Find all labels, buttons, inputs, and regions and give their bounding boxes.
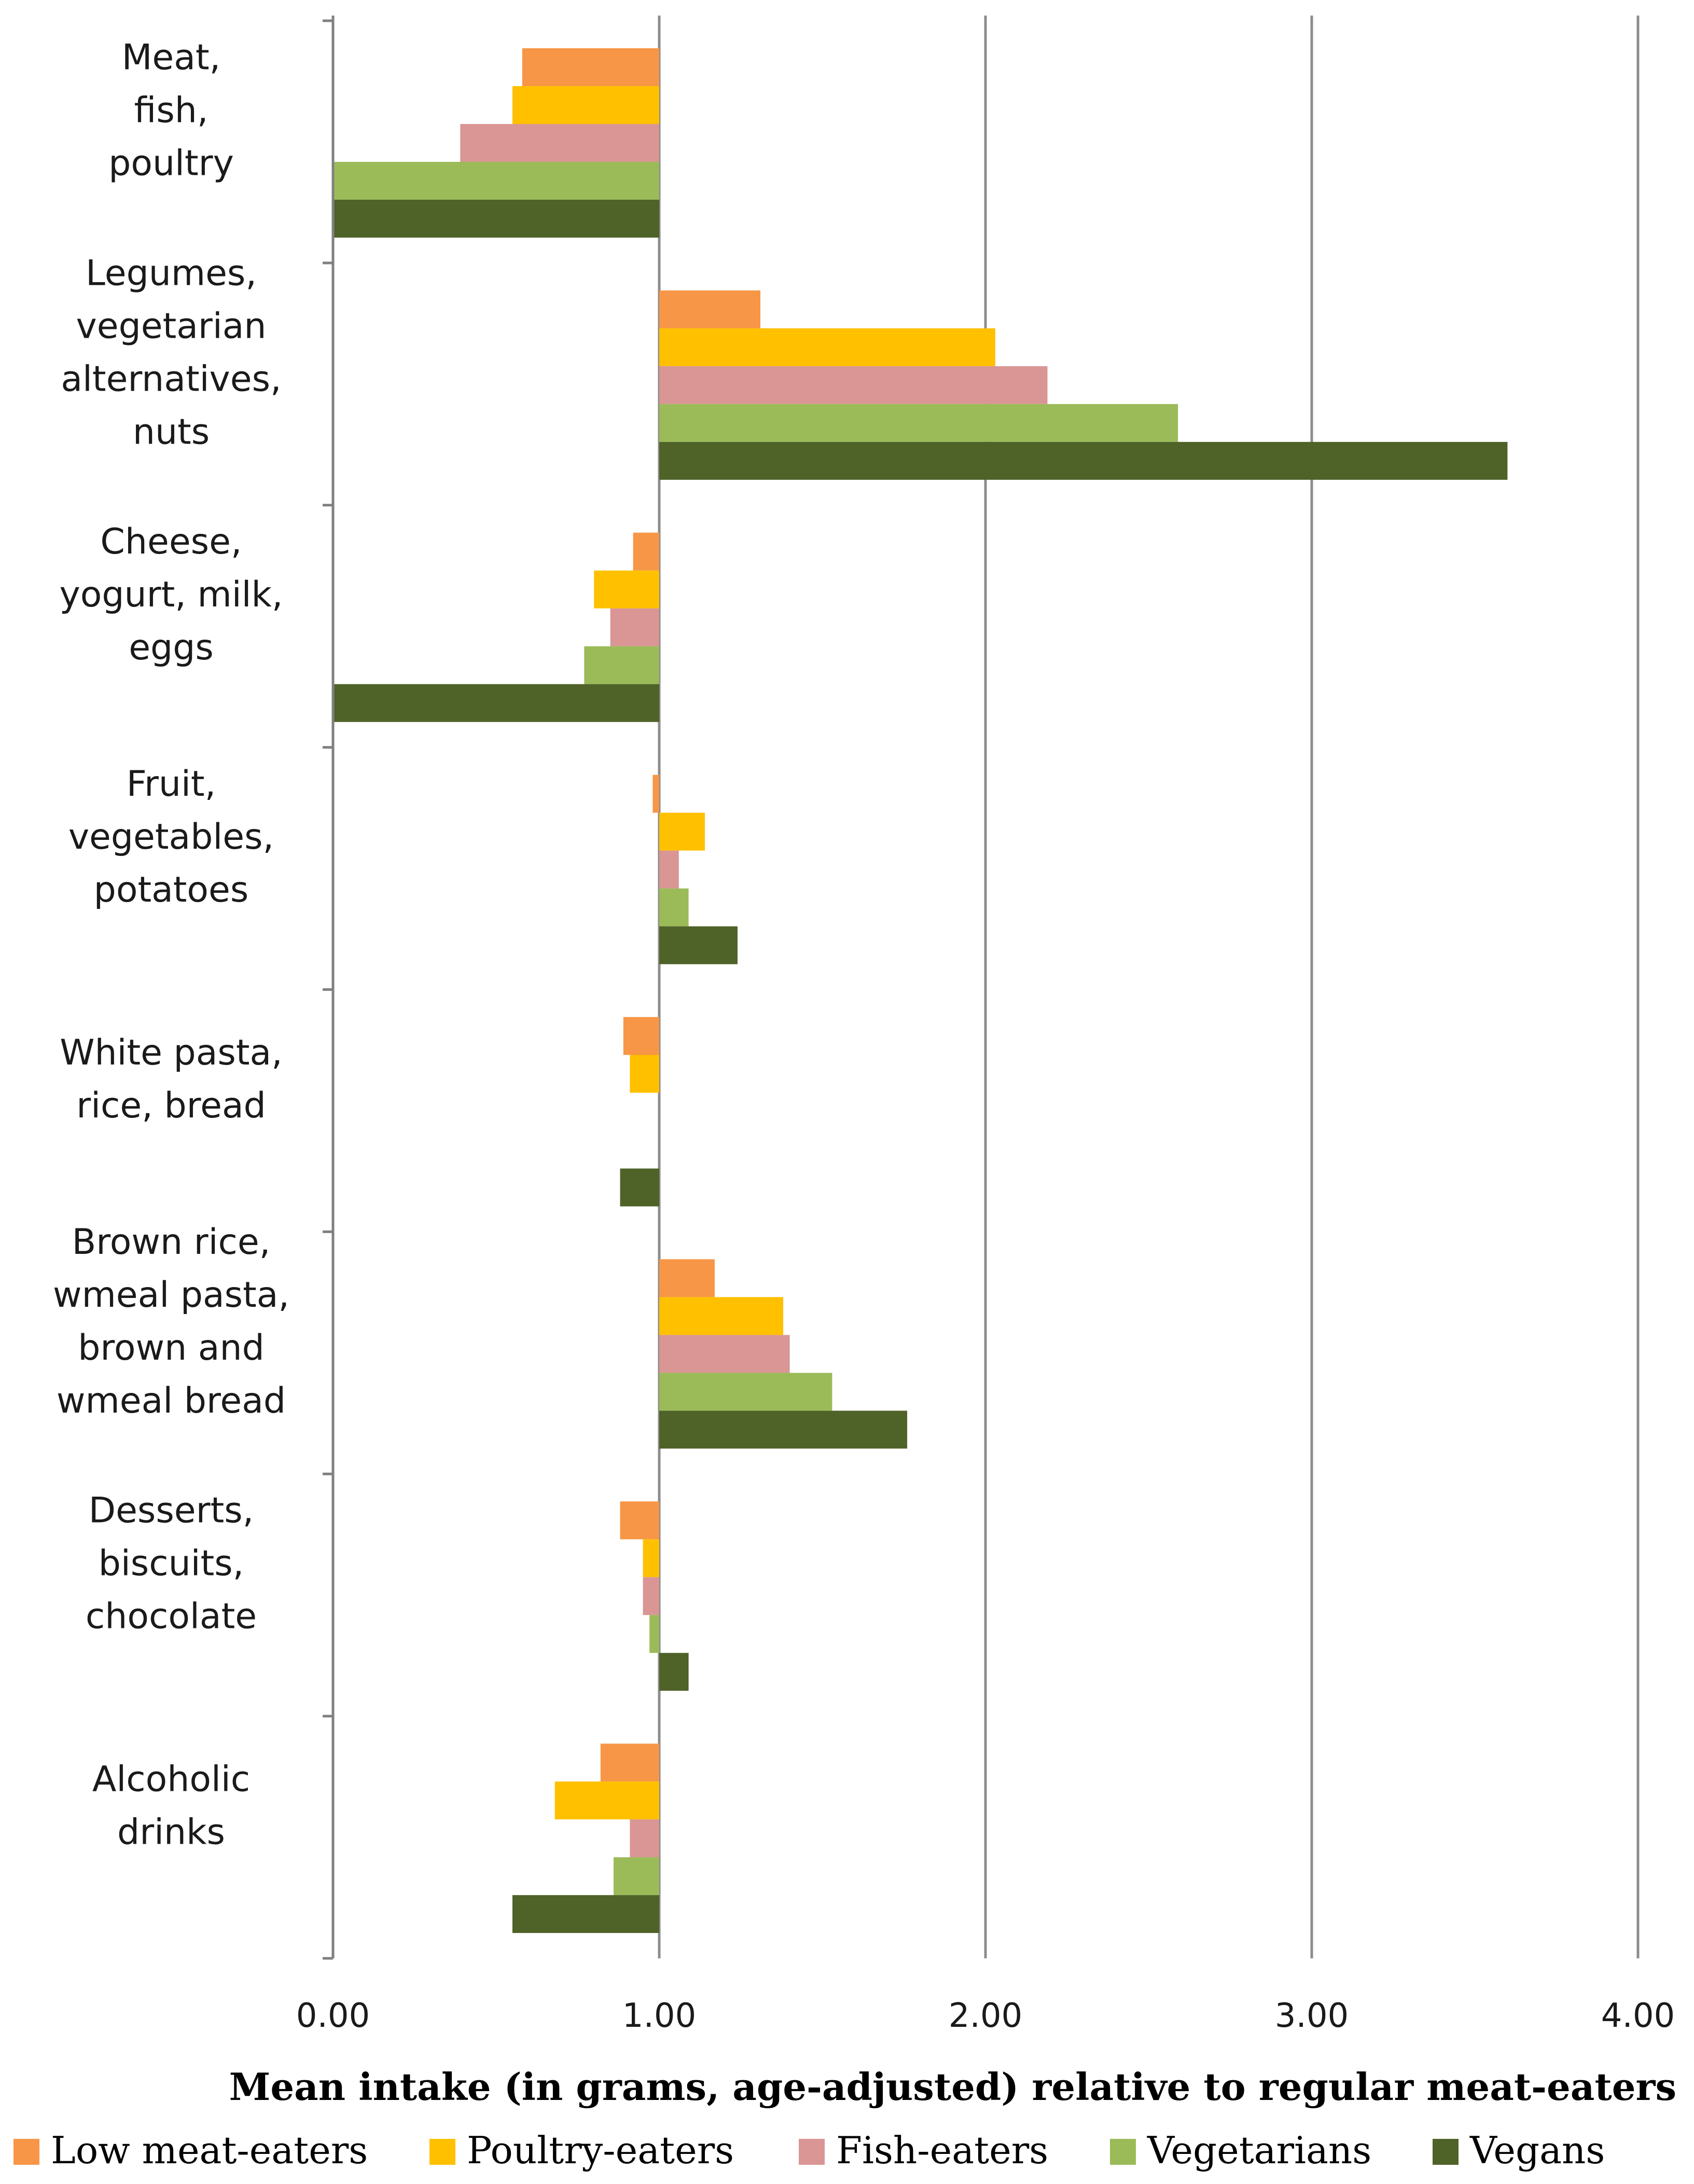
bar-poultry-eaters-3	[594, 570, 659, 609]
legend-label: Fish-eaters	[836, 2128, 1048, 2172]
category-label-line: wmeal bread	[57, 1380, 286, 1421]
category-label-line: poultry	[108, 143, 234, 184]
category-label-line: Legumes,	[86, 253, 257, 294]
legend-swatch-vegetarians	[1110, 2139, 1136, 2165]
bar-vegans-5	[620, 1168, 659, 1207]
bar-vegans-4	[659, 926, 738, 964]
bars	[333, 48, 1508, 1933]
bar-vegetarians-7	[649, 1615, 659, 1653]
bar-fish-eaters-2	[659, 366, 1048, 404]
legend-swatch-low-meat-eaters	[13, 2139, 39, 2165]
bar-fish-eaters-6	[659, 1335, 790, 1373]
x-axis-title: Mean intake (in grams, age-adjusted) rel…	[229, 2065, 1676, 2109]
category-label: Cheese, yogurt, milk, eggs	[60, 521, 283, 668]
category-label-line: Meat,	[122, 37, 220, 78]
bar-vegetarians-1	[333, 162, 659, 200]
category-label-line: potatoes	[94, 869, 249, 910]
legend-label: Vegetarians	[1147, 2128, 1371, 2172]
x-tick-label: 3.00	[1275, 1997, 1349, 2035]
legend-swatch-vegans	[1433, 2139, 1459, 2165]
bar-low-meat-eaters-8	[600, 1744, 659, 1782]
legend-label: Vegans	[1469, 2128, 1605, 2172]
category-label-line: Cheese,	[100, 521, 242, 562]
bar-vegetarians-2	[659, 404, 1178, 442]
bar-vegans-6	[659, 1411, 908, 1449]
category-label-line: rice, bread	[76, 1085, 266, 1126]
bar-low-meat-eaters-3	[633, 532, 659, 571]
legend-label: Poultry-eaters	[467, 2128, 734, 2172]
category-label-line: vegetables,	[68, 817, 274, 858]
bar-fish-eaters-4	[659, 850, 679, 889]
bar-vegans-1	[333, 200, 659, 238]
bar-poultry-eaters-7	[643, 1539, 659, 1578]
bar-fish-eaters-8	[630, 1819, 659, 1858]
category-label-line: yogurt, milk,	[60, 574, 283, 615]
bar-low-meat-eaters-2	[659, 290, 760, 328]
category-label: Meat, fish, poultry	[108, 37, 234, 184]
bar-low-meat-eaters-6	[659, 1259, 715, 1297]
bar-fish-eaters-3	[610, 608, 659, 646]
y-axis-ticks	[323, 19, 333, 1960]
x-tick-label: 0.00	[296, 1997, 370, 2035]
category-label-line: fish,	[134, 90, 209, 131]
category-labels: Meat, fish, poultry Legumes, vegetarian alter…	[53, 37, 289, 1853]
bar-poultry-eaters-1	[512, 86, 659, 124]
bar-low-meat-eaters-5	[623, 1017, 659, 1055]
category-label: Fruit, vegetables, potatoes	[68, 764, 274, 910]
category-label: Desserts, biscuits, chocolate	[86, 1490, 257, 1637]
bar-vegans-2	[659, 441, 1508, 480]
bar-low-meat-eaters-7	[620, 1501, 659, 1540]
category-label-line: chocolate	[86, 1596, 257, 1637]
legend-swatch-poultry-eaters	[429, 2139, 455, 2165]
category-label-line: brown and	[78, 1328, 265, 1369]
bar-vegetarians-3	[584, 646, 659, 684]
bar-poultry-eaters-2	[659, 328, 995, 366]
bar-poultry-eaters-8	[554, 1781, 659, 1820]
legend-swatch-fish-eaters	[799, 2139, 825, 2165]
bar-fish-eaters-1	[460, 124, 659, 162]
bar-poultry-eaters-6	[659, 1297, 784, 1335]
category-label-line: biscuits,	[99, 1543, 244, 1584]
x-tick-label: 2.00	[949, 1997, 1023, 2035]
bar-vegans-7	[659, 1653, 689, 1691]
category-label-line: Fruit,	[127, 764, 216, 805]
category-label-line: vegetarian	[76, 306, 266, 347]
category-label-line: Brown rice,	[72, 1222, 271, 1263]
category-label-line: drinks	[117, 1812, 225, 1853]
legend-label: Low meat-eaters	[51, 2128, 368, 2172]
bar-vegans-8	[512, 1895, 659, 1933]
bar-low-meat-eaters-4	[652, 775, 659, 813]
category-label: Legumes, vegetarian alternatives, nuts	[61, 253, 281, 452]
gridlines	[658, 16, 1640, 1958]
bar-vegetarians-6	[659, 1373, 832, 1411]
bar-vegetarians-4	[659, 888, 689, 927]
category-label-line: eggs	[129, 627, 214, 668]
bar-low-meat-eaters-1	[522, 48, 659, 86]
x-tick-label: 1.00	[622, 1997, 697, 2035]
category-label-line: alternatives,	[61, 358, 281, 399]
category-label: Brown rice, wmeal pasta, brown and wmeal br…	[53, 1222, 289, 1421]
legend: Low meat-eaters Poultry-eaters Fish-eaters…	[13, 2128, 1605, 2172]
category-label-line: White pasta,	[60, 1032, 283, 1073]
category-label-line: Desserts,	[89, 1490, 254, 1531]
category-label-line: wmeal pasta,	[53, 1275, 289, 1316]
x-tick-label: 4.00	[1601, 1997, 1675, 2035]
bar-poultry-eaters-5	[630, 1055, 659, 1093]
bar-vegetarians-8	[613, 1857, 659, 1896]
bar-fish-eaters-7	[643, 1577, 659, 1615]
category-label-line: nuts	[133, 411, 210, 452]
bar-poultry-eaters-4	[659, 812, 705, 851]
x-tick-labels: 0.00 1.00 2.00 3.00 4.00	[296, 1997, 1675, 2035]
category-label: Alcoholic drinks	[92, 1759, 250, 1853]
category-label: White pasta, rice, bread	[60, 1032, 283, 1126]
bar-vegans-3	[333, 684, 659, 722]
category-label-line: Alcoholic	[92, 1759, 250, 1800]
